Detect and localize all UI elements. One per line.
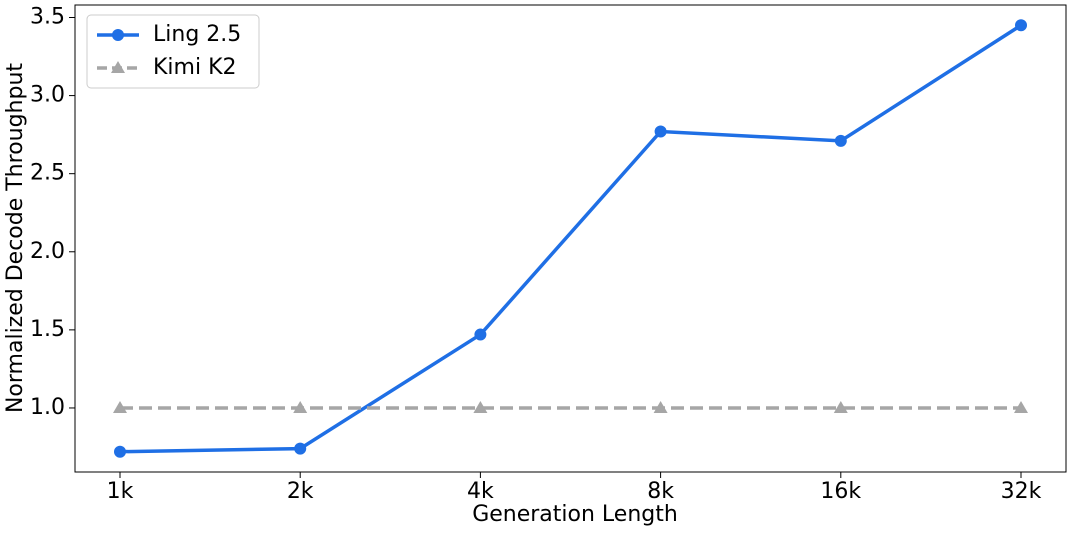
plot-frame	[74, 4, 1067, 473]
point	[834, 134, 847, 147]
point	[1015, 19, 1027, 32]
x-tick-label: 32k	[1001, 479, 1042, 504]
x-axis-label: Generation Length	[472, 502, 678, 527]
legend-marker	[111, 61, 125, 73]
x-tick-label: 16k	[820, 479, 861, 504]
y-axis-label: Normalized Decode Throughput	[3, 63, 28, 413]
x-tick-label: 1k	[107, 479, 134, 504]
point	[114, 445, 126, 458]
point	[833, 400, 848, 413]
point	[113, 400, 127, 413]
x-tick-label: 4k	[467, 479, 494, 504]
point	[473, 400, 488, 413]
point	[653, 400, 668, 413]
point	[1014, 400, 1028, 413]
legend-label: Ling 2.5	[153, 22, 241, 47]
point	[474, 328, 487, 341]
y-tick-label: 1.0	[30, 395, 65, 420]
x-tick-label: 2k	[287, 479, 314, 504]
series-line	[119, 23, 1022, 454]
point	[293, 400, 308, 413]
legend-marker	[112, 29, 124, 41]
point	[654, 125, 667, 138]
x-tick-label: 8k	[647, 479, 674, 504]
y-tick-label: 2.5	[30, 161, 65, 186]
y-tick-label: 1.5	[30, 317, 65, 342]
y-tick-label: 3.5	[30, 4, 65, 29]
legend-label: Kimi K2	[153, 55, 237, 80]
legend: Ling 2.5 Kimi K2	[86, 14, 260, 89]
y-tick-label: 3.0	[30, 83, 65, 108]
y-tick-label: 2.0	[30, 239, 65, 264]
point	[294, 442, 307, 455]
